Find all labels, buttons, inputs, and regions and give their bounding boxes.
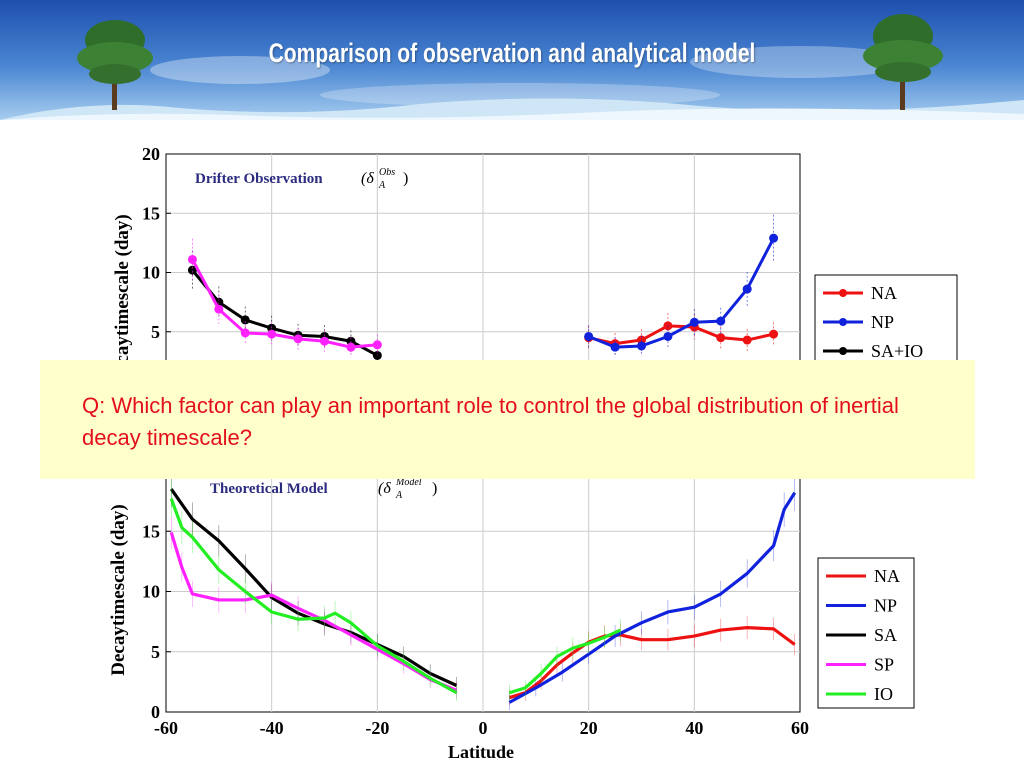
y-tick-label: 5 <box>151 322 160 342</box>
data-point <box>267 329 277 339</box>
question-callout: Q: Which factor can play an important ro… <box>40 360 975 479</box>
series-line-unlabeled <box>191 258 378 349</box>
y-tick-label: 10 <box>142 582 160 602</box>
data-point <box>320 336 329 346</box>
x-tick-label: 60 <box>791 718 809 738</box>
data-point <box>584 331 594 341</box>
annotation-paren: ) <box>432 480 437 497</box>
panel-annotation: Drifter Observation <box>195 171 323 187</box>
legend-label: NA <box>871 283 897 303</box>
series-line-io <box>508 628 622 695</box>
data-point <box>637 341 646 351</box>
annotation-subscript: A <box>395 490 403 501</box>
series-line-sa <box>169 488 458 687</box>
data-point <box>346 342 356 352</box>
legend-label: SP <box>874 655 894 675</box>
annotation-superscript: Model <box>395 477 422 488</box>
legend-label: SA <box>874 625 897 645</box>
slide-header: Comparison of observation and analytical… <box>0 0 1024 120</box>
legend-marker <box>839 289 847 297</box>
annotation-superscript: Obs <box>379 167 395 178</box>
legend-marker <box>839 347 847 355</box>
legend-label: NP <box>871 312 894 332</box>
data-point <box>689 317 699 327</box>
y-tick-label: 5 <box>151 642 160 662</box>
legend-label: SA+IO <box>871 341 923 361</box>
data-point <box>716 333 726 343</box>
legend-box <box>817 557 915 709</box>
x-tick-label: -20 <box>365 718 389 738</box>
chart-panel-bottom: 0 5 10 15 -60 -40 -20 0 20 40 60 Decaytimescale (da… <box>108 470 915 762</box>
y-axis-label: Decaytimescale (day) <box>112 214 133 385</box>
data-point <box>769 329 779 339</box>
legend-label: IO <box>874 684 893 704</box>
question-text: Q: Which factor can play an important ro… <box>82 393 899 450</box>
annotation-symbol: (δ <box>361 170 374 187</box>
data-point <box>293 334 303 344</box>
data-point <box>716 316 726 326</box>
x-axis-label: Latitude <box>448 742 514 762</box>
annotation-paren: ) <box>403 170 408 187</box>
data-point <box>187 254 197 264</box>
series-line-np <box>508 491 797 704</box>
series-line-io <box>169 498 458 695</box>
x-tick-label: -40 <box>260 718 284 738</box>
legend-label: NP <box>874 596 897 616</box>
legend-box <box>814 274 958 374</box>
data-point <box>663 331 673 341</box>
legend-label: NA <box>874 566 900 586</box>
y-axis-label: Decaytimescale (day) <box>108 504 129 675</box>
data-point <box>187 265 197 275</box>
annotation-subscript: A <box>378 180 386 191</box>
slide-title: Comparison of observation and analytical… <box>268 38 756 68</box>
tree-right-icon <box>863 14 943 110</box>
x-tick-label: 0 <box>479 718 488 738</box>
data-point <box>742 335 752 345</box>
header-background <box>0 0 1024 120</box>
chart-panel-top: 05101520Decaytimescale (day)Drifter Obse… <box>112 144 958 401</box>
data-point <box>240 315 250 325</box>
data-point <box>214 304 224 314</box>
annotation-symbol: (δ <box>378 480 391 497</box>
panel-annotation: Theoretical Model <box>210 481 328 497</box>
x-tick-label: 20 <box>580 718 598 738</box>
data-point <box>240 328 250 338</box>
data-point <box>610 342 620 352</box>
y-tick-label: 0 <box>151 702 160 722</box>
chart-area: 0 5 10 15 20 Decaytimescale (day) Drifter Obse… <box>108 144 958 762</box>
x-tick-label: -60 <box>154 718 178 738</box>
legend-marker <box>839 318 847 326</box>
data-point <box>372 350 382 360</box>
y-tick-label: 15 <box>142 203 160 223</box>
y-tick-label: 15 <box>142 521 160 541</box>
x-tick-label: 40 <box>685 718 703 738</box>
y-tick-label: 10 <box>142 263 160 283</box>
data-point <box>769 233 779 243</box>
data-point <box>742 284 752 294</box>
y-tick-label: 20 <box>142 144 160 164</box>
tree-left-icon <box>77 20 153 110</box>
data-point <box>372 340 382 350</box>
